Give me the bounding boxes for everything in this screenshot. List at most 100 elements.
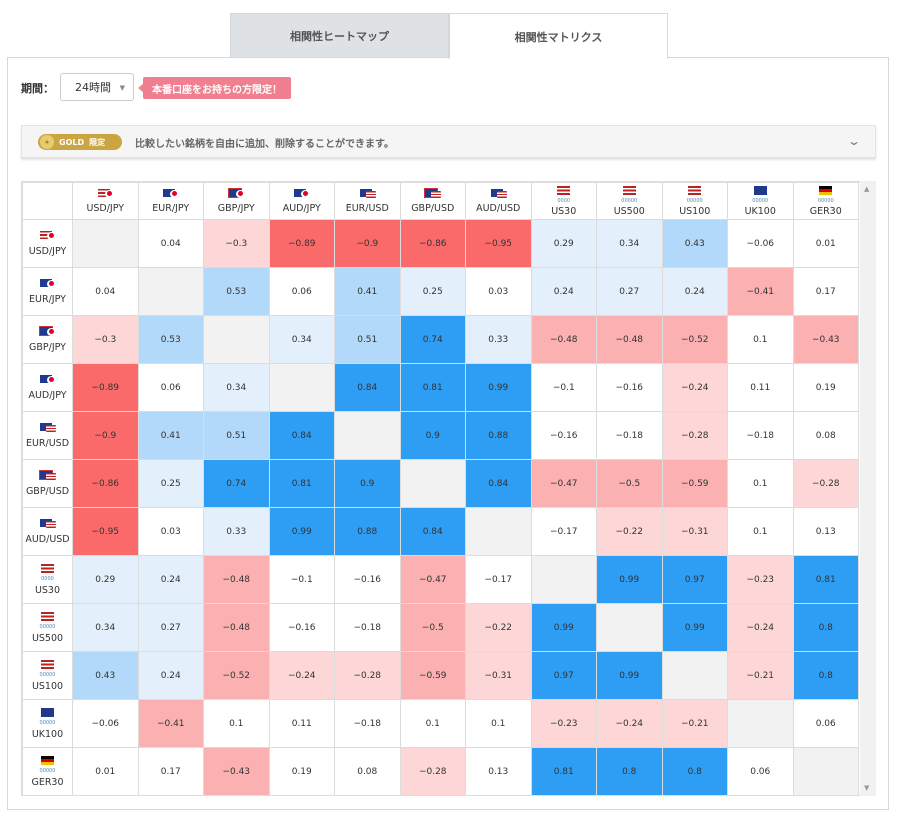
matrix-cell: 0.81 [399, 363, 466, 412]
column-header-usd-jpy[interactable]: USD/JPY [72, 182, 139, 220]
row-header-aud-jpy[interactable]: AUD/JPY [22, 363, 73, 412]
country-flag-icon [621, 185, 638, 196]
column-header-label: GBP/USD [411, 203, 455, 214]
pair-flag-icon [39, 518, 56, 528]
column-header-aud-usd[interactable]: AUD/USD [465, 182, 532, 220]
row-header-ger30[interactable]: 00000 GER30 [22, 747, 73, 795]
matrix-cell: 0.34 [596, 219, 663, 268]
matrix-cell: −0.48 [596, 315, 663, 364]
row-header-aud-usd[interactable]: AUD/USD [22, 507, 73, 556]
matrix-cell: −0.22 [596, 507, 663, 556]
gold-description: 比較したい銘柄を自由に追加、削除することができます。 [135, 139, 394, 150]
matrix-cell: 0.8 [792, 651, 859, 700]
row-header-usd-jpy[interactable]: USD/JPY [22, 219, 73, 268]
matrix-row: GBP/JPY −0.3 0.53 0.34 0.51 0.74 0.33 −0.48 −0.4… [22, 315, 859, 364]
row-header-eur-usd[interactable]: EUR/USD [22, 411, 73, 460]
matrix-cell: 0.51 [203, 411, 270, 460]
column-header-gbp-jpy[interactable]: GBP/JPY [203, 182, 270, 220]
row-header-uk100[interactable]: 00000 UK100 [22, 699, 73, 748]
matrix-cell: 0.97 [661, 555, 728, 604]
matrix-cell: −0.16 [530, 411, 597, 460]
matrix-cell: −0.28 [792, 459, 859, 508]
tab-heatmap[interactable]: 相関性ヒートマップ [230, 13, 449, 57]
matrix-cell: −0.31 [661, 507, 728, 556]
row-header-us30[interactable]: 0000 US30 [22, 555, 73, 604]
matrix-cell: −0.18 [334, 603, 401, 652]
matrix-cell: −0.95 [72, 507, 139, 556]
matrix-cell: −0.86 [72, 459, 139, 508]
matrix-cell-diagonal [268, 363, 335, 412]
column-header-us30[interactable]: 0000 US30 [530, 182, 597, 220]
matrix-cell: 0.11 [727, 363, 794, 412]
scroll-up-icon[interactable]: ▲ [864, 185, 870, 193]
expand-chevron-icon[interactable]: ⌄ [846, 134, 862, 148]
matrix-cell-diagonal [596, 603, 663, 652]
matrix-cell: 0.24 [530, 267, 597, 316]
tab-matrix[interactable]: 相関性マトリクス [449, 13, 668, 59]
country-flag-icon [39, 659, 56, 670]
matrix-cell: −0.59 [661, 459, 728, 508]
column-header-us500[interactable]: 00000 US500 [596, 182, 663, 220]
matrix-cell: 0.03 [137, 507, 204, 556]
column-header-ger30[interactable]: 00000 GER30 [792, 182, 859, 220]
matrix-cell: −0.28 [399, 747, 466, 795]
pair-flag-icon [358, 188, 376, 198]
pair-flag-icon [227, 188, 245, 198]
pair-flag-icon [96, 188, 114, 198]
matrix-cell: −0.23 [530, 699, 597, 748]
matrix-scrollbar[interactable]: ▲ ▼ [860, 181, 876, 796]
column-header-us100[interactable]: 00000 US100 [661, 182, 728, 220]
matrix-cell: −0.47 [530, 459, 597, 508]
matrix-cell: 0.41 [137, 411, 204, 460]
matrix-cell: 0.1 [727, 459, 794, 508]
column-header-gbp-usd[interactable]: GBP/USD [399, 182, 466, 220]
gold-badge-label: GOLD [59, 137, 85, 147]
matrix-cell: 0.33 [465, 315, 532, 364]
matrix-cell: 0.17 [792, 267, 859, 316]
scroll-down-icon[interactable]: ▼ [864, 784, 870, 792]
matrix-cell: 0.29 [530, 219, 597, 268]
matrix-cell: −0.21 [727, 651, 794, 700]
row-header-label: US30 [34, 584, 61, 596]
column-header-aud-jpy[interactable]: AUD/JPY [268, 182, 335, 220]
column-header-eur-jpy[interactable]: EUR/JPY [137, 182, 204, 220]
matrix-cell: 0.84 [399, 507, 466, 556]
matrix-cell: −0.3 [72, 315, 139, 364]
column-header-eur-usd[interactable]: EUR/USD [334, 182, 401, 220]
period-select[interactable]: 24時間 ▼ [60, 73, 134, 101]
matrix-cell: 0.03 [465, 267, 532, 316]
chevron-down-icon: ▼ [119, 84, 125, 92]
matrix-cell: −0.31 [465, 651, 532, 700]
matrix-cell: −0.23 [727, 555, 794, 604]
matrix-cell: 0.88 [334, 507, 401, 556]
gold-feature-bar[interactable]: ✦ GOLD 限定 比較したい銘柄を自由に追加、削除することができます。 ⌄ [21, 125, 876, 158]
period-label: 期間： [21, 82, 54, 95]
index-sublabel: 00000 [621, 197, 638, 204]
pair-flag-icon [39, 230, 56, 240]
row-header-eur-jpy[interactable]: EUR/JPY [22, 267, 73, 316]
row-header-label: EUR/JPY [29, 294, 66, 305]
matrix-cell: −0.52 [661, 315, 728, 364]
column-header-uk100[interactable]: 00000 UK100 [727, 182, 794, 220]
matrix-cell: 0.1 [727, 315, 794, 364]
pair-flag-icon [39, 374, 56, 384]
row-header-us500[interactable]: 00000 US500 [22, 603, 73, 652]
matrix-row: GBP/USD −0.86 0.25 0.74 0.81 0.9 0.84 −0.47 −0.5… [22, 459, 859, 508]
row-header-gbp-jpy[interactable]: GBP/JPY [22, 315, 73, 364]
matrix-cell: −0.18 [727, 411, 794, 460]
matrix-cell: 0.8 [596, 747, 663, 795]
row-header-label: US500 [31, 632, 64, 644]
row-header-us100[interactable]: 00000 US100 [22, 651, 73, 700]
matrix-cell: −0.48 [530, 315, 597, 364]
matrix-cell: 0.13 [792, 507, 859, 556]
index-sublabel: 00000 [686, 197, 703, 204]
correlation-table: USD/JPY EUR/JPY GBP/JPY AUD/JPY EUR/USD GBP/U… [22, 182, 859, 795]
matrix-cell: 0.34 [72, 603, 139, 652]
row-header-gbp-usd[interactable]: GBP/USD [22, 459, 73, 508]
country-flag-icon [817, 185, 834, 196]
column-header-label: AUD/JPY [282, 203, 321, 214]
matrix-cell: 0.25 [399, 267, 466, 316]
matrix-cell-diagonal [137, 267, 204, 316]
pair-flag-icon [424, 188, 442, 198]
matrix-cell: 0.74 [399, 315, 466, 364]
